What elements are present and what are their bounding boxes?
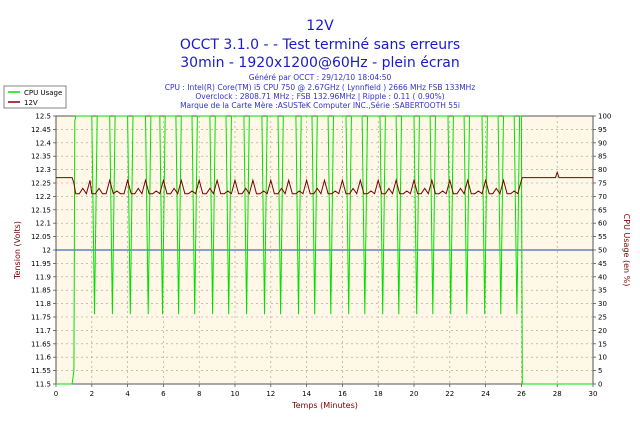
report-generated: Généré par OCCT : 29/12/10 18:04:50	[249, 73, 392, 82]
y-tick-label: 12	[42, 247, 51, 255]
y-tick-label: 11.55	[31, 367, 51, 375]
chart-subtitle-mode: 30min - 1920x1200@60Hz - plein écran	[180, 55, 459, 71]
y-tick-label: 12.5	[35, 113, 51, 121]
x-axis-label: Temps (Minutes)	[291, 401, 358, 410]
x-tick-label: 4	[125, 390, 130, 398]
x-tick-label: 10	[231, 390, 240, 398]
y2-tick-label: 40	[598, 273, 607, 281]
y-tick-label: 11.9	[35, 273, 51, 281]
y-tick-label: 11.7	[35, 327, 51, 335]
y2-tick-label: 95	[598, 126, 607, 134]
y2-tick-label: 0	[598, 381, 602, 389]
y-tick-label: 11.75	[31, 314, 51, 322]
chart-title: 12V	[306, 18, 334, 34]
y2-tick-label: 85	[598, 153, 607, 161]
y2-tick-label: 75	[598, 180, 607, 188]
x-tick-label: 20	[410, 390, 419, 398]
x-tick-label: 8	[197, 390, 201, 398]
y2-tick-label: 80	[598, 166, 607, 174]
y2-tick-label: 100	[598, 113, 611, 121]
y2-tick-label: 30	[598, 300, 607, 308]
y2-tick-label: 15	[598, 340, 607, 348]
legend: CPU Usage 12V	[3, 85, 67, 109]
y2-tick-label: 60	[598, 220, 607, 228]
x-tick-label: 2	[90, 390, 94, 398]
y-tick-label: 12.15	[31, 206, 51, 214]
motherboard-info: Marque de la Carte Mère :ASUSTeK Compute…	[180, 101, 460, 110]
y-axis-label: Tension (Volts)	[13, 221, 22, 280]
y-tick-label: 11.8	[35, 300, 51, 308]
series-line-cpu-usage	[56, 115, 593, 385]
chart-subtitle-test: OCCT 3.1.0 - - Test terminé sans erreurs	[180, 37, 460, 53]
y-tick-label: 11.95	[31, 260, 51, 268]
y-tick-label: 11.65	[31, 340, 51, 348]
y2-tick-label: 45	[598, 260, 607, 268]
y2-tick-label: 35	[598, 287, 607, 295]
y2-tick-label: 5	[598, 367, 602, 375]
y-tick-label: 12.4	[35, 139, 51, 147]
y-tick-label: 12.1	[35, 220, 51, 228]
x-tick-label: 26	[517, 390, 526, 398]
y-axis-right: 0 5 10 15 20 25 30 35 40 45 50 55 60 65 70 75 80 85 90 95 10…	[593, 113, 611, 389]
legend-label-cpu-usage: CPU Usage	[24, 89, 62, 97]
x-tick-label: 28	[553, 390, 562, 398]
x-tick-label: 22	[445, 390, 454, 398]
x-tick-label: 0	[54, 390, 58, 398]
x-tick-label: 24	[481, 390, 490, 398]
x-tick-label: 6	[161, 390, 166, 398]
legend-label-12v: 12V	[24, 99, 38, 107]
overclock-info: Overclock : 2808.71 MHz ; FSB 132.96MHz …	[195, 92, 444, 101]
y2-tick-label: 65	[598, 206, 607, 214]
y2-tick-label: 90	[598, 139, 607, 147]
y-tick-label: 12.45	[31, 126, 51, 134]
x-tick-label: 12	[266, 390, 275, 398]
y2-tick-label: 70	[598, 193, 607, 201]
cpu-info: CPU : Intel(R) Core(TM) i5 CPU 750 @ 2.6…	[165, 83, 476, 92]
x-tick-label: 30	[589, 390, 598, 398]
x-tick-label: 18	[374, 390, 383, 398]
y-tick-label: 11.6	[35, 354, 51, 362]
y-tick-label: 11.85	[31, 287, 51, 295]
x-tick-label: 14	[302, 390, 311, 398]
y-tick-label: 12.05	[31, 233, 51, 241]
y2-tick-label: 55	[598, 233, 607, 241]
y2-tick-label: 10	[598, 354, 607, 362]
y2-tick-label: 50	[598, 247, 607, 255]
y2-tick-label: 25	[598, 314, 607, 322]
x-axis: 0 2 4 6 8 10 12 14 16 18 20 22 24 26 28 30	[54, 384, 598, 398]
y-axis-left: 11.5 11.55 11.6 11.65 11.7 11.75 11.8 11.85 11.9…	[31, 113, 56, 389]
y-tick-label: 12.3	[35, 166, 51, 174]
y-tick-label: 12.25	[31, 180, 51, 188]
x-tick-label: 16	[338, 390, 347, 398]
y-tick-label: 12.35	[31, 153, 51, 161]
y-tick-label: 11.5	[35, 381, 51, 389]
y2-axis-label: CPU Usage (en %)	[622, 214, 631, 287]
series-line-12v	[56, 170, 593, 195]
y-tick-label: 12.2	[35, 193, 51, 201]
y2-tick-label: 20	[598, 327, 607, 335]
